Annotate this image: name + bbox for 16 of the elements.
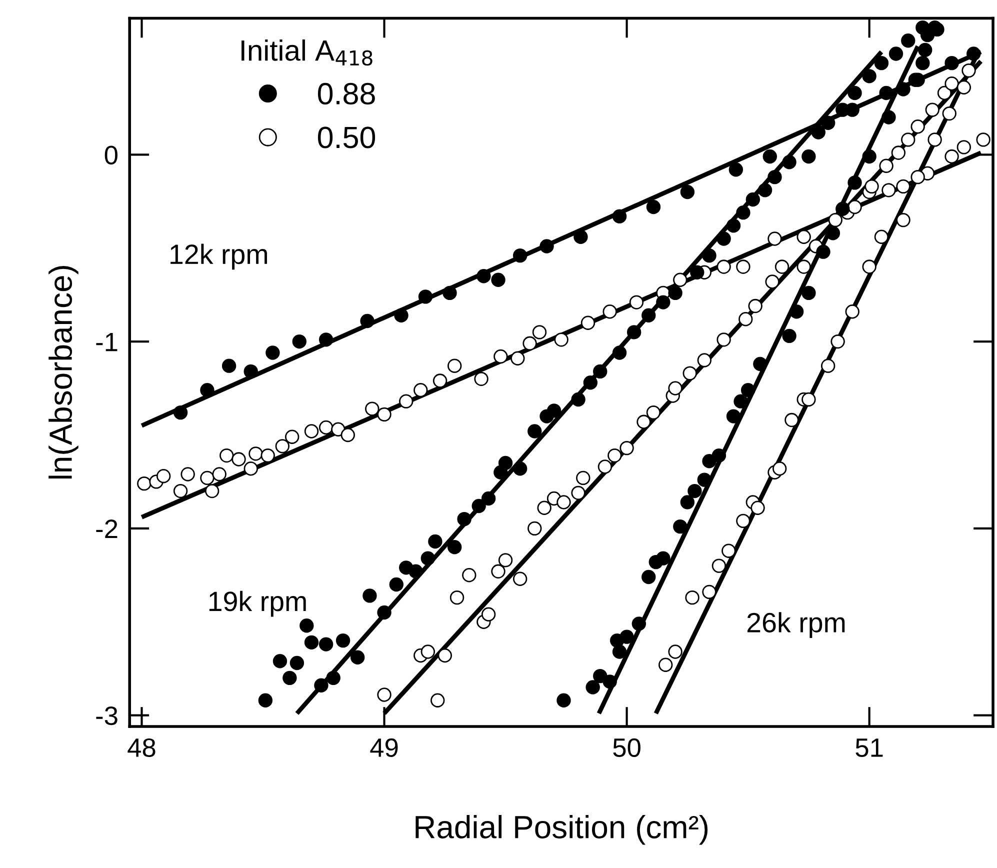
y-tick-label: 0 [104,146,118,164]
annotation: 19k rpm [209,590,306,617]
x-tick-label: 51 [856,738,883,758]
x-axis-title: Radial Position (cm²) [416,815,708,845]
legend-label: 0.88 [318,82,375,105]
x-tick-label: 48 [128,738,156,758]
legend-title: Initial A$_{418}$ [242,39,372,66]
x-tick-label: 50 [613,738,640,758]
legend-label: 0.50 [318,126,376,148]
y-tick-label: -3 [96,706,118,726]
annotation: 26k rpm [747,612,845,638]
x-tick-label: 49 [370,738,398,758]
y-axis-title: ln(Absorbance) [48,266,78,479]
y-tick-label: -2 [96,520,118,538]
y-tick-label: -1 [96,332,118,352]
annotation: 12k rpm [170,244,267,270]
